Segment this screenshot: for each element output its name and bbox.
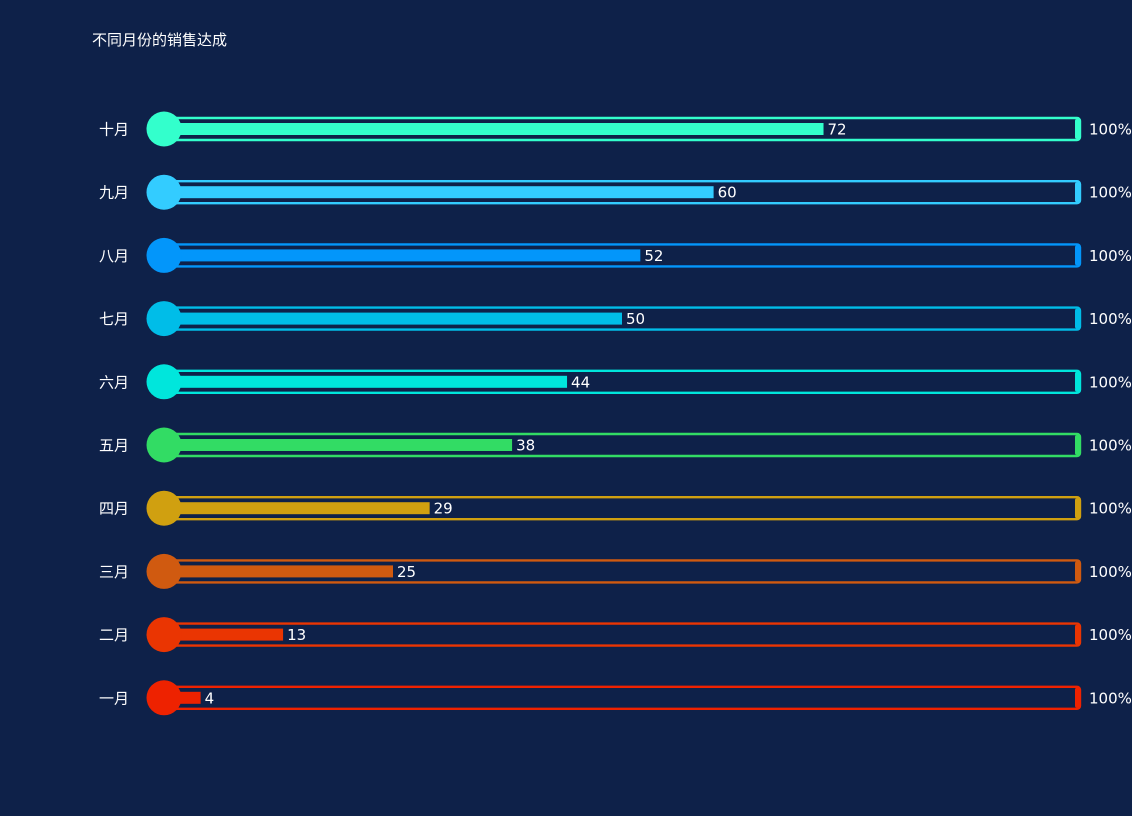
category-label: 五月 <box>99 437 129 455</box>
category-label: 三月 <box>99 563 129 581</box>
bar-track-cap <box>1075 308 1080 329</box>
bar-start-circle <box>146 680 182 716</box>
max-label: 100% <box>1089 310 1132 328</box>
max-label: 100% <box>1089 626 1132 644</box>
bar-track-cap <box>1075 119 1080 139</box>
category-label: 六月 <box>99 373 129 391</box>
bar <box>164 439 513 451</box>
bar-start-circle <box>146 553 182 589</box>
bar <box>164 375 568 388</box>
max-label: 100% <box>1089 121 1132 139</box>
bar-row: 五月 38 100% <box>99 427 1132 463</box>
bar <box>164 249 641 262</box>
max-label: 100% <box>1089 184 1132 202</box>
category-label: 八月 <box>99 247 129 265</box>
bar <box>164 186 714 199</box>
bar-start-circle <box>146 427 182 463</box>
bar-track-cap <box>1075 561 1080 582</box>
bar-row: 九月 60 100% <box>99 174 1132 210</box>
value-label: 60 <box>718 184 737 202</box>
bar-row: 八月 52 100% <box>99 237 1132 273</box>
value-label: 4 <box>205 689 215 707</box>
bar <box>164 312 622 325</box>
category-label: 四月 <box>99 500 129 518</box>
value-label: 25 <box>397 563 416 581</box>
category-label: 九月 <box>99 184 129 202</box>
value-label: 72 <box>828 121 847 139</box>
category-label: 十月 <box>99 121 129 139</box>
value-label: 52 <box>644 247 663 265</box>
bar-row: 十月 72 100% <box>99 111 1132 147</box>
bar-track-cap <box>1075 687 1080 708</box>
bar-track-cap <box>1075 435 1080 455</box>
bar-start-circle <box>146 617 182 653</box>
value-label: 38 <box>516 437 535 455</box>
bar-track-cap <box>1075 498 1080 519</box>
max-label: 100% <box>1089 689 1132 707</box>
max-label: 100% <box>1089 373 1132 391</box>
bar-row: 二月 13 100% <box>99 617 1132 653</box>
bar-track-cap <box>1075 624 1080 645</box>
value-label: 50 <box>626 310 645 328</box>
bar-start-circle <box>146 490 182 526</box>
chart-title: 不同月份的销售达成 <box>92 31 228 49</box>
bar <box>164 628 284 641</box>
bar-start-circle <box>146 364 182 400</box>
bar-start-circle <box>146 237 182 273</box>
bar-row: 三月 25 100% <box>99 553 1132 589</box>
bar-row: 六月 44 100% <box>99 364 1132 400</box>
bar-track-cap <box>1075 182 1080 203</box>
value-label: 13 <box>287 626 306 644</box>
category-label: 二月 <box>99 626 129 644</box>
bar-track-cap <box>1075 245 1080 266</box>
bar <box>164 565 393 578</box>
max-label: 100% <box>1089 437 1132 455</box>
bar <box>164 502 430 515</box>
bar <box>164 123 824 135</box>
bar-row: 四月 29 100% <box>99 490 1132 526</box>
bar-track <box>162 685 1082 710</box>
category-label: 七月 <box>99 310 129 328</box>
max-label: 100% <box>1089 247 1132 265</box>
value-label: 29 <box>434 500 453 518</box>
bar-track-cap <box>1075 371 1080 392</box>
bar-start-circle <box>146 111 182 147</box>
category-label: 一月 <box>99 689 129 707</box>
max-label: 100% <box>1089 563 1132 581</box>
bar-row: 一月 4 100% <box>99 680 1132 716</box>
bar-start-circle <box>146 174 182 210</box>
max-label: 100% <box>1089 500 1132 518</box>
value-label: 44 <box>571 373 590 391</box>
bar-start-circle <box>146 301 182 337</box>
bar-row: 七月 50 100% <box>99 301 1132 337</box>
